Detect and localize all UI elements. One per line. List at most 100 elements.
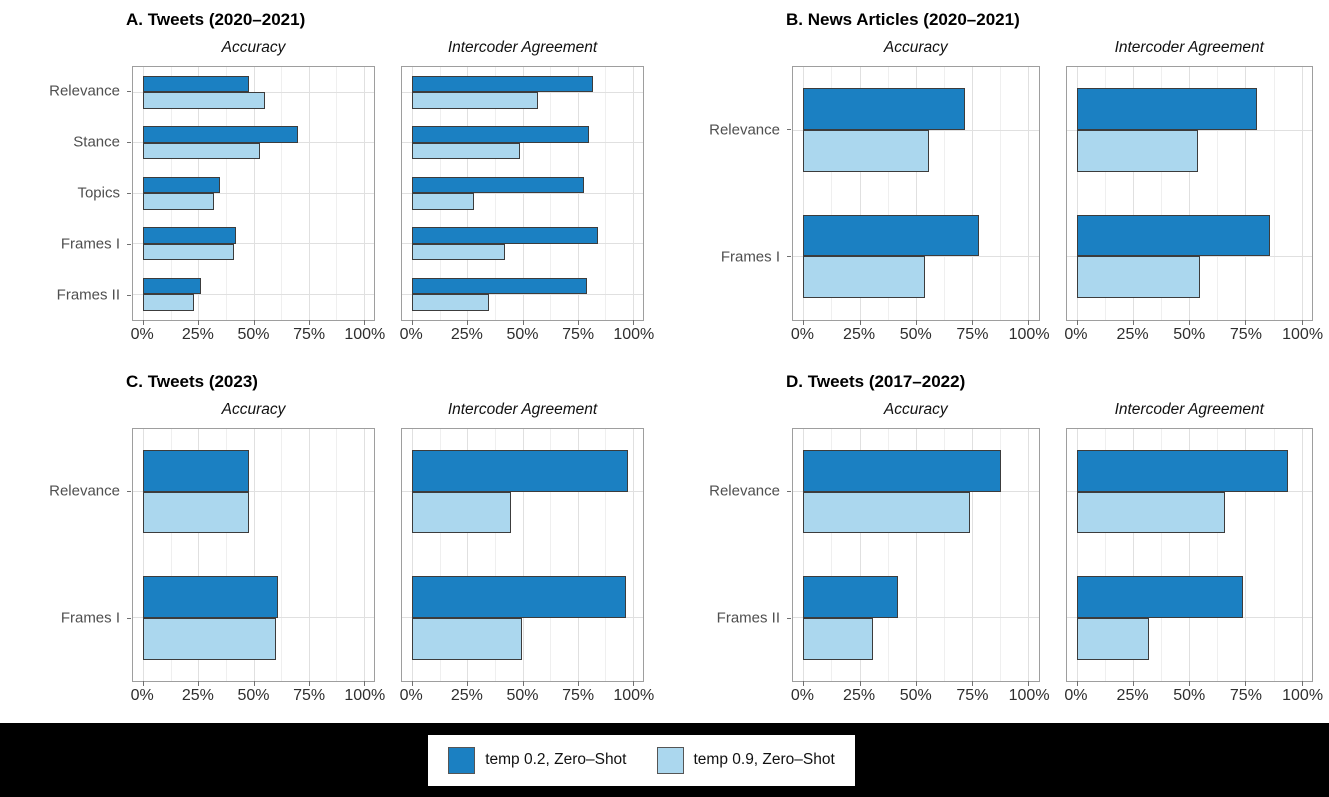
x-tick-mark xyxy=(143,681,145,686)
x-tick-mark xyxy=(859,319,861,325)
y-axis-label: Frames II xyxy=(716,609,780,627)
chart-panel-B: B. News Articles (2020–2021) Accuracy In… xyxy=(660,0,1329,362)
bar-temp-0-2 xyxy=(143,126,298,143)
panel-title: D. Tweets (2017–2022) xyxy=(786,371,966,391)
gridline-minor xyxy=(887,428,889,681)
x-tick-label: 50% xyxy=(899,325,932,343)
facet-strip-intercoder: Intercoder Agreement xyxy=(447,400,598,418)
gridline-major xyxy=(1245,428,1247,681)
x-axis-intercoder: 0% 25% 50% 75% 100% xyxy=(400,685,655,715)
bar-temp-0-9 xyxy=(412,491,512,534)
axis-gutter xyxy=(660,685,792,715)
facet-strip-accuracy: Accuracy xyxy=(883,400,948,418)
bar-temp-0-2 xyxy=(803,449,1002,492)
bar-temp-0-2 xyxy=(803,214,979,257)
x-tick-label: 75% xyxy=(293,325,326,343)
x-tick-mark xyxy=(522,681,524,686)
facet-strip-intercoder: Intercoder Agreement xyxy=(447,39,598,56)
gridline-minor xyxy=(1217,67,1219,320)
x-tick-mark xyxy=(143,319,145,325)
gridline-horizontal xyxy=(133,293,374,295)
x-tick-mark xyxy=(803,319,805,325)
bar-temp-0-9 xyxy=(143,193,214,210)
x-tick-mark xyxy=(859,681,861,686)
facet-gap xyxy=(1040,400,1066,420)
gridline-minor xyxy=(494,428,496,681)
bar-temp-0-9 xyxy=(412,243,505,261)
gridline-horizontal xyxy=(402,491,643,493)
x-axis-intercoder: 0% 25% 50% 75% 100% xyxy=(400,324,655,354)
x-tick-label: 25% xyxy=(450,325,483,343)
gridline-major xyxy=(1133,67,1135,320)
legend-item-temp-0-2: temp 0.2, Zero–Shot xyxy=(448,746,627,774)
x-axis-row: 0% 25% 50% 75% 100% 0% 25% 50% 75% 100% xyxy=(660,324,1323,354)
gridline-horizontal xyxy=(133,491,374,493)
y-axis-labels: Relevance Frames I xyxy=(660,66,792,321)
chart-panel-A: A. Tweets (2020–2021) Accuracy Intercode… xyxy=(0,0,660,362)
gridline-major xyxy=(1076,428,1078,681)
y-tick-mark xyxy=(127,243,131,245)
x-tick-label: 25% xyxy=(843,325,876,343)
bar-temp-0-2 xyxy=(803,576,898,618)
axis-gutter xyxy=(0,38,132,58)
x-tick-label: 50% xyxy=(899,687,932,704)
facet-strip-intercoder: Intercoder Agreement xyxy=(1114,39,1264,56)
gridline-minor xyxy=(943,428,945,681)
gridline-major xyxy=(363,428,365,681)
x-tick-label: 100% xyxy=(344,325,386,343)
gridline-major xyxy=(859,428,861,681)
x-tick-mark xyxy=(253,681,255,686)
bar-temp-0-2 xyxy=(1076,576,1244,618)
gridline-minor xyxy=(1217,428,1219,681)
x-tick-label: 100% xyxy=(344,687,386,704)
axis-gutter xyxy=(0,324,132,354)
gridline-major xyxy=(632,428,634,681)
bar-temp-0-9 xyxy=(143,294,194,311)
x-tick-label: 75% xyxy=(1229,687,1262,704)
y-axis-label: Frames I xyxy=(60,609,120,627)
gridline-minor xyxy=(281,428,283,681)
x-tick-mark xyxy=(803,681,805,686)
x-tick-mark xyxy=(1028,319,1030,325)
gridline-major xyxy=(1028,428,1030,681)
x-tick-mark xyxy=(577,319,579,325)
x-tick-label: 100% xyxy=(613,687,655,704)
gridline-horizontal xyxy=(402,142,643,144)
facet-strip-accuracy: Accuracy xyxy=(221,39,286,56)
x-tick-mark xyxy=(412,681,414,686)
x-tick-label: 50% xyxy=(506,687,539,704)
x-tick-label: 50% xyxy=(237,687,270,704)
x-tick-label: 0% xyxy=(1064,687,1088,704)
gridline-minor xyxy=(1273,67,1275,320)
x-tick-label: 75% xyxy=(1229,325,1262,343)
panel-title: A. Tweets (2020–2021) xyxy=(126,10,306,29)
gridline-minor xyxy=(225,428,227,681)
gridline-major xyxy=(412,428,414,681)
y-tick-mark xyxy=(127,617,131,619)
facet-gap xyxy=(1040,38,1066,58)
facet-gap xyxy=(375,66,401,321)
x-tick-label: 50% xyxy=(237,325,270,343)
gridline-minor xyxy=(550,428,552,681)
gridline-major xyxy=(915,428,917,681)
gridline-major xyxy=(467,428,469,681)
x-axis-accuracy: 0% 25% 50% 75% 100% xyxy=(130,685,386,715)
axis-gutter xyxy=(660,400,792,420)
panel-title: B. News Articles (2020–2021) xyxy=(786,10,1020,29)
gridline-minor xyxy=(831,67,833,320)
x-tick-label: 0% xyxy=(130,325,154,343)
x-tick-mark xyxy=(467,681,469,686)
x-tick-label: 0% xyxy=(790,687,814,704)
legend-swatch-temp-0-9-icon xyxy=(656,746,684,774)
x-tick-mark xyxy=(308,319,310,325)
x-tick-mark xyxy=(632,319,634,325)
gridline-horizontal xyxy=(402,617,643,619)
x-tick-label: 0% xyxy=(1064,325,1088,343)
gridline-minor xyxy=(1104,428,1106,681)
legend: temp 0.2, Zero–Shot temp 0.9, Zero–Shot xyxy=(428,734,855,786)
x-tick-mark xyxy=(1028,681,1030,686)
bar-temp-0-2 xyxy=(143,227,236,244)
bar-temp-0-9 xyxy=(412,294,490,311)
legend-label: temp 0.9, Zero–Shot xyxy=(693,751,835,768)
x-tick-label: 0% xyxy=(130,687,154,704)
